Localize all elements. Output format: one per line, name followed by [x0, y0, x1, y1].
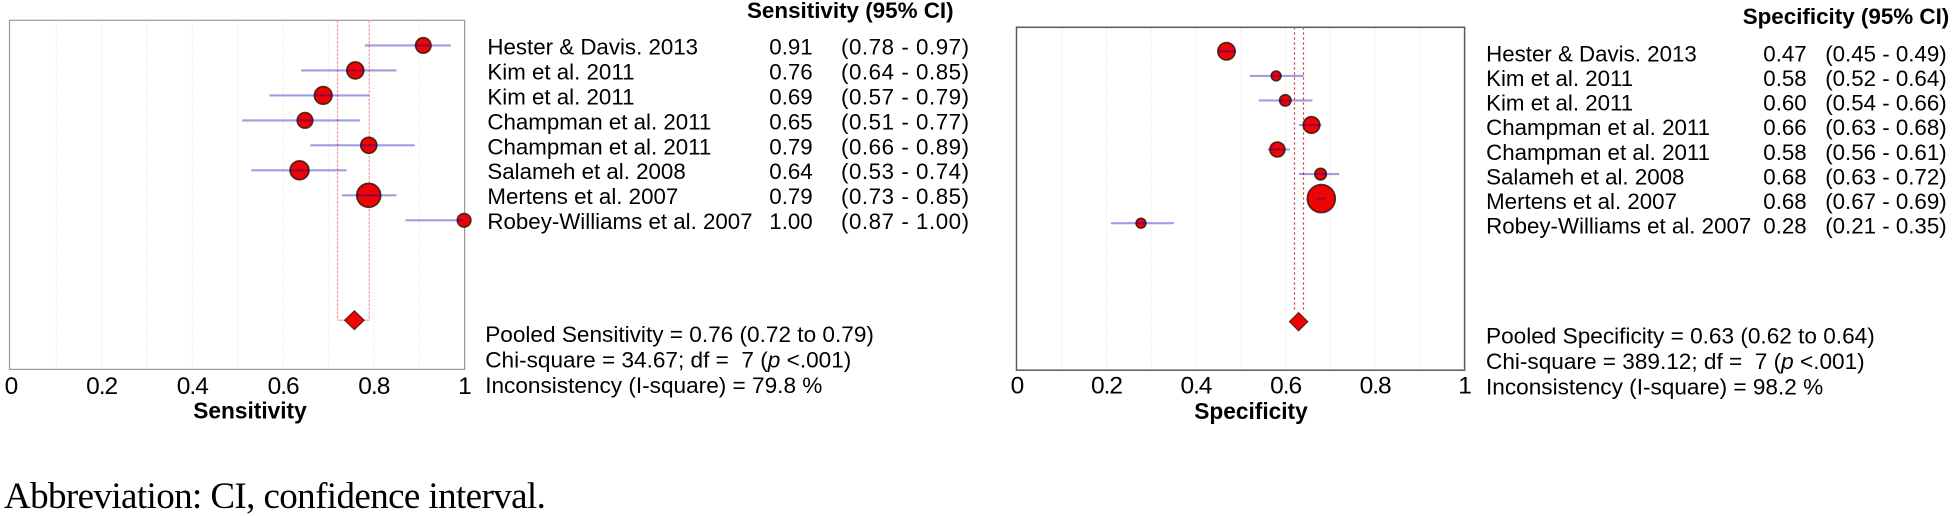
- svg-text:Pooled Sensitivity = 0.76 (0.7: Pooled Sensitivity = 0.76 (0.72 to 0.79): [485, 322, 874, 347]
- svg-text:0.68: 0.68: [1763, 189, 1806, 214]
- svg-text:Sensitivity: Sensitivity: [193, 397, 307, 423]
- svg-text:(0.78 - 0.97): (0.78 - 0.97): [841, 35, 970, 60]
- svg-text:Champman et al. 2011: Champman et al. 2011: [1486, 115, 1710, 140]
- svg-text:Champman et al. 2011: Champman et al. 2011: [487, 134, 711, 159]
- svg-text:0.65: 0.65: [769, 109, 812, 134]
- svg-text:Robey-Williams et al. 2007: Robey-Williams et al. 2007: [487, 209, 752, 234]
- svg-text:0: 0: [5, 373, 18, 400]
- svg-text:0.58: 0.58: [1763, 140, 1806, 165]
- svg-text:Specificity: Specificity: [1194, 398, 1308, 424]
- svg-text:Inconsistency (I-square) = 79.: Inconsistency (I-square) = 79.8 %: [485, 373, 822, 398]
- svg-text:0.47: 0.47: [1763, 42, 1806, 67]
- svg-text:(0.21 - 0.35): (0.21 - 0.35): [1825, 213, 1946, 238]
- svg-text:0.69: 0.69: [769, 85, 812, 110]
- svg-text:0.60: 0.60: [1763, 91, 1806, 116]
- svg-text:1.00: 1.00: [769, 209, 812, 234]
- svg-text:Sensitivity (95% CI): Sensitivity (95% CI): [747, 0, 954, 23]
- svg-text:Chi-square = 389.12; df = 7 (: Chi-square = 389.12; df = 7 (p <.001): [1486, 349, 1865, 374]
- svg-text:Kim et al. 2011: Kim et al. 2011: [1486, 91, 1633, 116]
- svg-text:Mertens et al. 2007: Mertens et al. 2007: [1486, 189, 1677, 214]
- svg-text:Salameh et al. 2008: Salameh et al. 2008: [1486, 164, 1684, 189]
- svg-text:0.58: 0.58: [1763, 66, 1806, 91]
- svg-text:0.79: 0.79: [769, 134, 812, 159]
- svg-text:0.2: 0.2: [1091, 373, 1122, 400]
- svg-text:(0.52 - 0.64): (0.52 - 0.64): [1825, 66, 1946, 91]
- svg-text:0.28: 0.28: [1763, 213, 1806, 238]
- svg-text:Kim et al. 2011: Kim et al. 2011: [487, 60, 634, 85]
- svg-text:Champman et al. 2011: Champman et al. 2011: [487, 109, 711, 134]
- svg-text:Champman et al. 2011: Champman et al. 2011: [1486, 140, 1710, 165]
- svg-text:(0.63 - 0.72): (0.63 - 0.72): [1825, 164, 1946, 189]
- svg-text:(0.53 - 0.74): (0.53 - 0.74): [841, 159, 970, 184]
- svg-text:(0.64 - 0.85): (0.64 - 0.85): [841, 60, 970, 85]
- svg-text:0.79: 0.79: [769, 184, 812, 209]
- svg-text:(0.57 - 0.79): (0.57 - 0.79): [841, 85, 970, 110]
- svg-text:(0.67 - 0.69): (0.67 - 0.69): [1825, 189, 1946, 214]
- svg-text:Robey-Williams et al. 2007: Robey-Williams et al. 2007: [1486, 213, 1751, 238]
- svg-text:0: 0: [1011, 373, 1024, 400]
- svg-text:0.8: 0.8: [1360, 373, 1391, 400]
- svg-text:0.68: 0.68: [1763, 164, 1806, 189]
- svg-text:0.6: 0.6: [1270, 373, 1301, 400]
- svg-text:(0.45 - 0.49): (0.45 - 0.49): [1825, 42, 1946, 67]
- svg-text:(0.66 - 0.89): (0.66 - 0.89): [841, 134, 970, 159]
- svg-text:0.2: 0.2: [86, 373, 117, 400]
- svg-text:(0.51 - 0.77): (0.51 - 0.77): [841, 109, 970, 134]
- svg-text:Hester & Davis. 2013: Hester & Davis. 2013: [1486, 42, 1697, 67]
- svg-text:Pooled Specificity = 0.63 (0.6: Pooled Specificity = 0.63 (0.62 to 0.64): [1486, 324, 1875, 349]
- svg-text:Hester & Davis. 2013: Hester & Davis. 2013: [487, 35, 698, 60]
- svg-text:0.8: 0.8: [358, 373, 389, 400]
- svg-text:1: 1: [1458, 373, 1471, 400]
- svg-text:0.91: 0.91: [769, 35, 812, 60]
- svg-text:(0.87 - 1.00): (0.87 - 1.00): [841, 209, 970, 234]
- svg-text:0.66: 0.66: [1763, 115, 1806, 140]
- svg-text:Kim et al. 2011: Kim et al. 2011: [487, 85, 634, 110]
- svg-text:0.4: 0.4: [1180, 373, 1211, 400]
- svg-text:Chi-square = 34.67; df = 7 (p: Chi-square = 34.67; df = 7 (p <.001): [485, 348, 851, 373]
- svg-text:(0.73 - 0.85): (0.73 - 0.85): [841, 184, 970, 209]
- svg-text:0.4: 0.4: [177, 373, 208, 400]
- svg-text:1: 1: [458, 373, 471, 400]
- svg-text:0.64: 0.64: [769, 159, 812, 184]
- svg-text:Abbreviation: CI, confidence i: Abbreviation: CI, confidence interval.: [4, 476, 545, 516]
- svg-text:Salameh et al. 2008: Salameh et al. 2008: [487, 159, 685, 184]
- svg-text:(0.54 - 0.66): (0.54 - 0.66): [1825, 91, 1946, 116]
- svg-text:Kim et al. 2011: Kim et al. 2011: [1486, 66, 1633, 91]
- svg-text:Mertens et al. 2007: Mertens et al. 2007: [487, 184, 678, 209]
- svg-text:(0.63 - 0.68): (0.63 - 0.68): [1825, 115, 1946, 140]
- svg-text:Inconsistency (I-square) = 98.: Inconsistency (I-square) = 98.2 %: [1486, 375, 1823, 400]
- svg-text:0.76: 0.76: [769, 60, 812, 85]
- svg-text:0.6: 0.6: [268, 373, 299, 400]
- svg-text:Specificity (95% CI): Specificity (95% CI): [1743, 4, 1950, 29]
- svg-text:(0.56 - 0.61): (0.56 - 0.61): [1825, 140, 1946, 165]
